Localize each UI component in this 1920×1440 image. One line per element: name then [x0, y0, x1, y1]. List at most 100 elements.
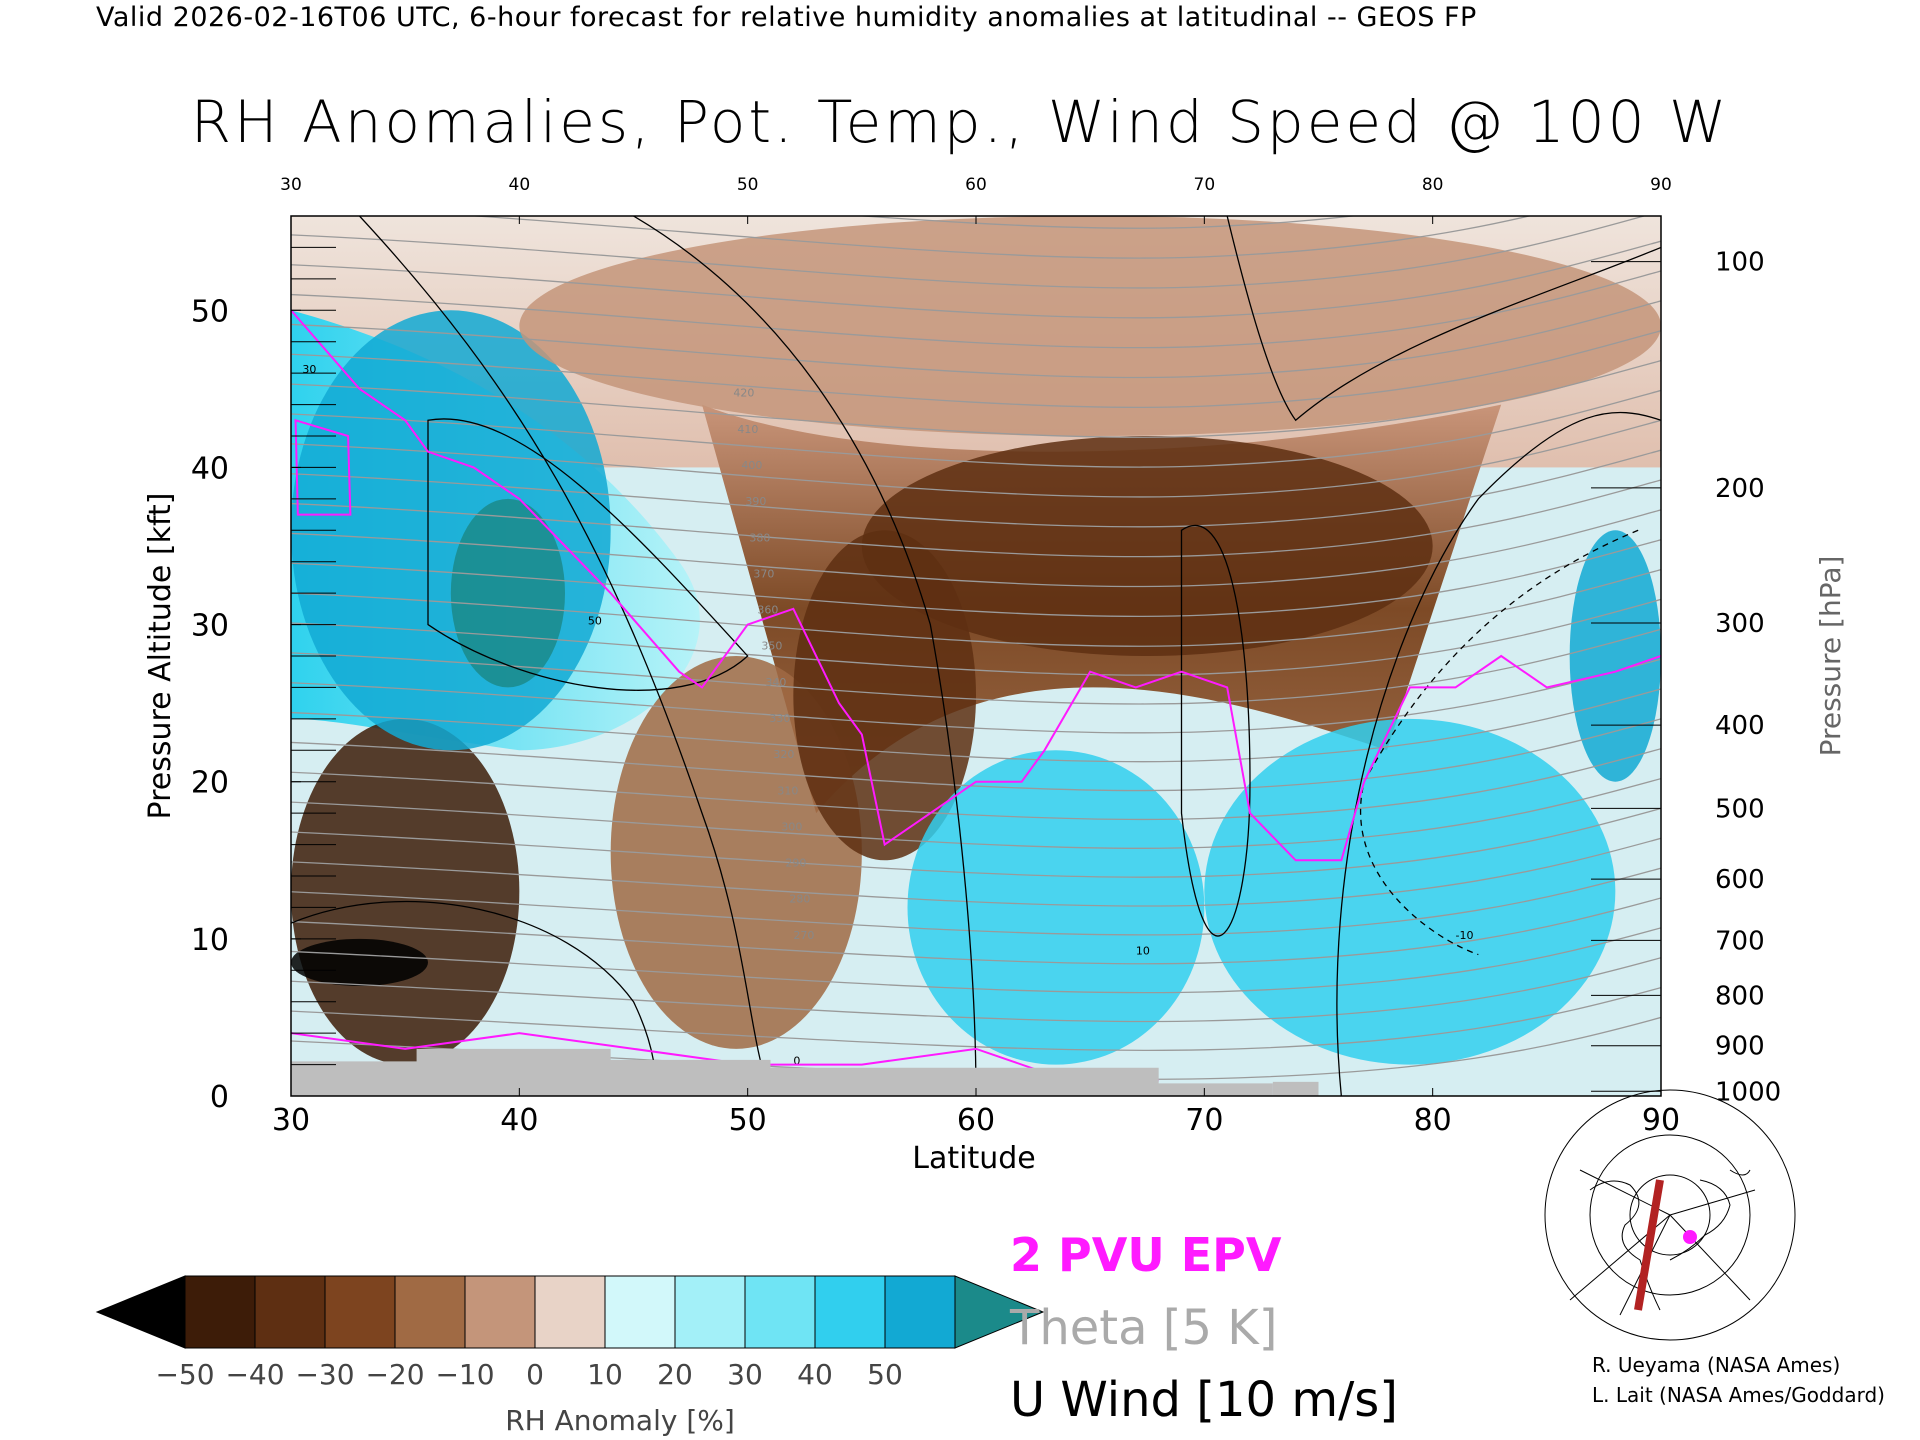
- theta-contour-22: [291, 359, 1661, 438]
- theta-contour-3: [291, 927, 1661, 994]
- rh-region-1: [291, 938, 428, 987]
- theta-contour-18: [291, 479, 1661, 558]
- pressure-tick-label-6: 700: [1715, 926, 1765, 956]
- theta-contour-24: [291, 300, 1661, 379]
- x-tick-label-4: 70: [1185, 1103, 1223, 1138]
- colorbar-swatch-6: [604, 1275, 676, 1349]
- theta-contour-27: [291, 216, 1647, 289]
- terrain-mask: [291, 1048, 1319, 1096]
- theta-contour-23: [291, 330, 1661, 409]
- top-x-tick-label-5: 80: [1422, 175, 1444, 195]
- u-wind-contour-5: [1180, 524, 1251, 937]
- colorbar-swatch-8: [744, 1275, 816, 1349]
- theta-contour-19: [291, 449, 1661, 528]
- colorbar-under-arrow: [95, 1275, 186, 1349]
- top-x-tick-label-4: 70: [1194, 175, 1216, 195]
- credit-line-2: L. Lait (NASA Ames/Goddard): [1592, 1383, 1885, 1407]
- x-tick-label-2: 50: [729, 1103, 767, 1138]
- y-tick-label-5: 50: [191, 294, 229, 329]
- theta-contour-25: [291, 270, 1661, 349]
- colorbar-swatch-5: [534, 1275, 606, 1349]
- theta-contour-1: [291, 986, 1661, 1052]
- y-tick-label-2: 20: [191, 766, 229, 801]
- x-tick-label-3: 60: [957, 1103, 995, 1138]
- u-wind-contour-3: [1336, 411, 1661, 1096]
- rh-region-10: [1569, 530, 1661, 782]
- theta-contour-label-9: 360: [757, 604, 778, 617]
- y-tick-label-4: 40: [191, 451, 229, 486]
- rh-anomaly-field: [291, 216, 1661, 1096]
- colorbar-over-arrow: [954, 1275, 1045, 1349]
- colorbar-swatch-10: [884, 1275, 956, 1349]
- y-tick-label-1: 10: [191, 923, 229, 958]
- pressure-tick-label-0: 100: [1715, 248, 1765, 278]
- colorbar-swatch-0: [184, 1275, 256, 1349]
- colorbar-tick-label-0: −50: [155, 1358, 214, 1391]
- colorbar-swatch-7: [674, 1275, 746, 1349]
- legend-theta: Theta [5 K]: [1010, 1300, 1278, 1356]
- pressure-tick-label-4: 500: [1715, 794, 1765, 824]
- u-wind-contour-0: [359, 216, 772, 1096]
- colorbar-tick-label-4: −10: [435, 1358, 494, 1391]
- theta-contour-9: [291, 748, 1661, 821]
- y-tick-label-3: 30: [191, 609, 229, 644]
- cross-section-line: [1634, 1179, 1664, 1311]
- rh-region-6: [861, 436, 1433, 656]
- rh-region-3: [450, 498, 565, 688]
- pressure-tick-label-5: 600: [1715, 865, 1765, 895]
- legend-epv: 2 PVU EPV: [1010, 1228, 1282, 1282]
- x-tick-label-5: 80: [1414, 1103, 1452, 1138]
- theta-contour-label-13: 400: [741, 459, 762, 472]
- theta-contour-29: [854, 216, 1359, 229]
- colorbar-swatch-3: [394, 1275, 466, 1349]
- colorbar-swatch-1: [254, 1275, 326, 1349]
- theta-contour-14: [291, 598, 1661, 676]
- colorbar: −50 −40 −30 −20 −10 0 10 20 30 40 50: [95, 1275, 1045, 1391]
- theta-contour-label-5: 320: [773, 748, 794, 761]
- y2-axis-label: Pressure [hPa]: [1814, 556, 1847, 757]
- colorbar-swatch-4: [464, 1275, 536, 1349]
- colorbar-tick-label-10: 50: [867, 1358, 903, 1391]
- rh-region-9: [519, 216, 1661, 436]
- theta-contour-12: [291, 658, 1661, 734]
- theta-contour-11: [291, 688, 1661, 763]
- y-tick-label-0: 0: [210, 1080, 229, 1115]
- rh-region-7: [907, 750, 1205, 1065]
- colorbar-tick-label-1: −40: [225, 1358, 284, 1391]
- colorbar-tick-label-3: −20: [365, 1358, 424, 1391]
- chart-title: RH Anomalies, Pot. Temp., Wind Speed @ 1…: [190, 88, 1730, 156]
- theta-contour-4: [291, 897, 1661, 965]
- colorbar-tick-label-5: 0: [526, 1358, 544, 1391]
- rh-region-2: [291, 310, 611, 751]
- top-x-tick-label-0: 30: [280, 175, 302, 195]
- theta-contour-10: [291, 718, 1661, 792]
- theta-contour-20: [291, 419, 1661, 498]
- top-x-tick-label-1: 40: [509, 175, 531, 195]
- polar-stereographic-map-icon: [1544, 1089, 1796, 1341]
- theta-contour-28: [467, 216, 1533, 259]
- u-wind-label-4: 50: [588, 615, 602, 628]
- x-tick-label-1: 40: [500, 1103, 538, 1138]
- theta-contour-2: [291, 957, 1661, 1023]
- theta-contour-8: [291, 777, 1661, 849]
- u-wind-contour-4: [427, 418, 749, 691]
- x-tick-label-0: 30: [272, 1103, 310, 1138]
- rh-region-8: [1204, 718, 1616, 1065]
- colorbar-swatch-2: [324, 1275, 396, 1349]
- colorbar-tick-label-7: 20: [657, 1358, 693, 1391]
- u-wind-label-0: -10: [1456, 929, 1474, 942]
- theta-contour-label-1: 280: [789, 893, 810, 906]
- pressure-tick-label-9: 1000: [1715, 1077, 1781, 1107]
- theta-contour-label-10: 370: [753, 567, 774, 580]
- colorbar-swatch-9: [814, 1275, 886, 1349]
- u-wind-contour-1: [633, 216, 977, 1096]
- theta-contour-6: [291, 837, 1661, 907]
- theta-contour-label-15: 420: [733, 387, 754, 400]
- colorbar-tick-label-2: −30: [295, 1358, 354, 1391]
- theta-contour-label-3: 300: [781, 820, 802, 833]
- legend-u-wind: U Wind [10 m/s]: [1010, 1372, 1399, 1428]
- credits: R. Ueyama (NASA Ames) L. Lait (NASA Ames…: [1592, 1350, 1885, 1410]
- pressure-tick-label-1: 200: [1715, 474, 1765, 504]
- colorbar-label: RH Anomaly [%]: [505, 1404, 735, 1437]
